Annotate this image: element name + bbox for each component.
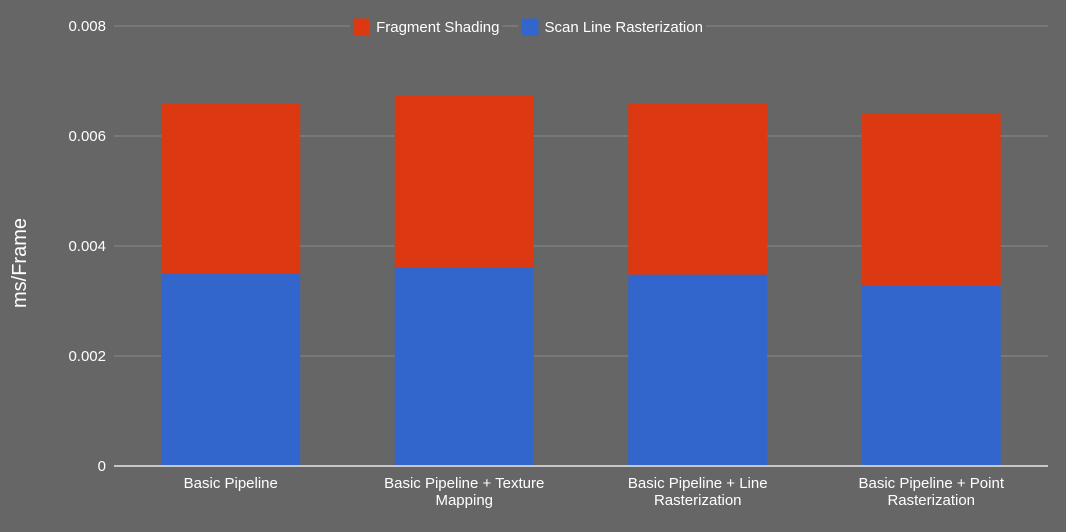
x-tick-label: Mapping <box>435 492 493 509</box>
bar-segment-fragment-shading <box>161 103 301 274</box>
x-tick-label: Rasterization <box>887 492 975 509</box>
bar-segment-fragment-shading <box>394 95 534 268</box>
legend-item-backdrop <box>518 16 706 38</box>
x-tick-label: Basic Pipeline + Point <box>858 475 1004 492</box>
legend-label: Scan Line Rasterization <box>544 19 702 36</box>
bar-segment-scan-line-rasterization <box>628 274 768 466</box>
y-axis-label: ms/Frame <box>9 218 31 308</box>
y-tick-label: 0.006 <box>68 128 106 145</box>
bar-segment-scan-line-rasterization <box>394 268 534 466</box>
x-tick-label: Basic Pipeline + Texture <box>384 475 544 492</box>
legend: Fragment Shading Scan Line Rasterization <box>350 16 706 38</box>
x-tick-label: Basic Pipeline + Line <box>628 475 768 492</box>
y-tick-label: 0.004 <box>68 238 106 255</box>
bar-segment-scan-line-rasterization <box>861 285 1001 466</box>
legend-swatch <box>521 18 539 36</box>
x-tick-label: Rasterization <box>654 492 742 509</box>
legend-label: Fragment Shading <box>376 19 499 36</box>
bars <box>161 95 1001 466</box>
legend-item-backdrop <box>350 16 503 38</box>
y-tick-label: 0.008 <box>68 18 106 35</box>
bar-segment-fragment-shading <box>861 113 1001 286</box>
legend-swatch <box>353 18 371 36</box>
bar-segment-scan-line-rasterization <box>161 273 301 466</box>
bar-segment-fragment-shading <box>628 103 768 275</box>
axes: 0 0.002 0.004 0.006 0.008 Basic Pipeline Basic… <box>68 18 1048 509</box>
x-tick-label: Basic Pipeline <box>184 475 278 492</box>
y-tick-label: 0.002 <box>68 348 106 365</box>
y-tick-label: 0 <box>98 458 106 475</box>
